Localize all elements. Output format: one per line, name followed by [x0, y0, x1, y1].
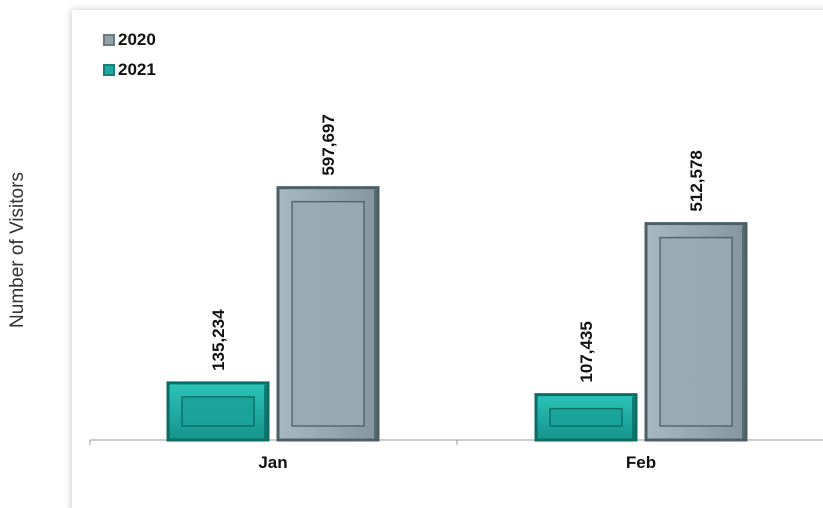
data-label-2021-feb: 107,435	[577, 321, 596, 382]
legend-swatch-2020	[103, 34, 115, 46]
legend-swatch-2021	[103, 64, 115, 76]
data-label-2021-jan: 135,234	[209, 309, 228, 371]
legend-item-2021: 2021	[103, 60, 156, 80]
data-label-2020-jan: 597,697	[319, 114, 338, 175]
legend-label-2021: 2021	[118, 60, 156, 79]
x-tick-label-jan: Jan	[258, 453, 287, 472]
x-tick-label-feb: Feb	[626, 453, 656, 472]
bar-2020-jan	[276, 186, 380, 442]
bar-2020-feb	[644, 222, 748, 442]
legend-item-2020: 2020	[103, 30, 156, 50]
data-label-2020-feb: 512,578	[687, 150, 706, 211]
bar-2021-feb	[534, 393, 638, 442]
legend-label-2020: 2020	[118, 30, 156, 49]
bar-2021-jan	[166, 381, 270, 442]
